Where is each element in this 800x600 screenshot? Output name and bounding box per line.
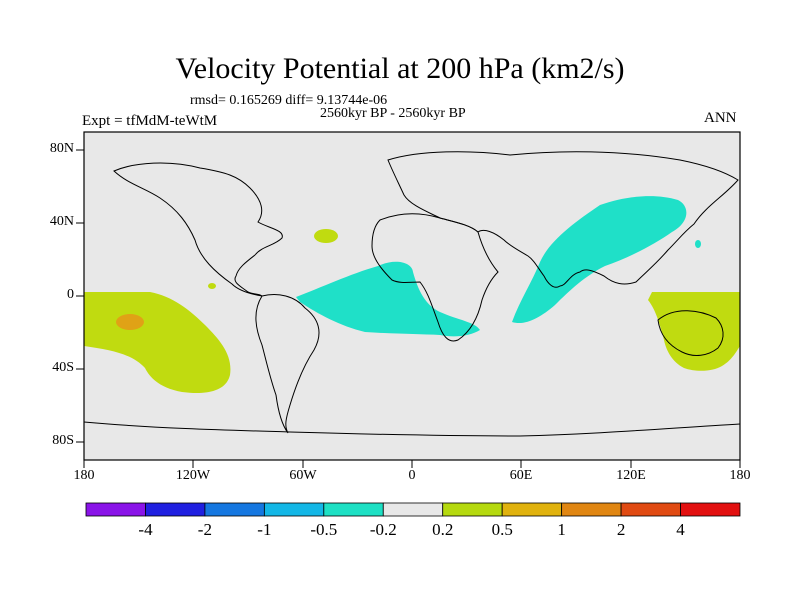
period-label: 2560kyr BP - 2560kyr BP (320, 106, 466, 121)
lon-label-180e: 180 (729, 468, 751, 483)
colorbar-label: 0.2 (432, 520, 454, 539)
coastlines (83, 151, 741, 437)
colorbar-label: 4 (676, 520, 685, 539)
lon-label-180w: 180 (73, 468, 95, 483)
colorbar-box (501, 502, 563, 517)
australia-coast (657, 310, 724, 356)
chart-title: Velocity Potential at 200 hPa (km2/s) (175, 52, 625, 85)
lon-label-60e: 60E (509, 468, 533, 483)
colorbar-box (680, 502, 741, 517)
colorbar-label: -4 (138, 520, 153, 539)
stats-line: rmsd= 0.165269 diff= 9.13744e-06 (190, 93, 388, 108)
colorbar-label: -2 (197, 520, 212, 539)
lat-label-80s: 80S (52, 433, 74, 448)
colorbar-box (263, 502, 325, 517)
colorbar-box (85, 502, 146, 517)
colorbar-box (561, 502, 622, 517)
negative-anomaly-regions (296, 196, 701, 337)
atlantic-africa-region (296, 261, 480, 337)
lon-label-0: 0 (408, 468, 416, 483)
north-america-coast (113, 162, 283, 297)
colorbar-box (204, 502, 265, 517)
lat-label-40n: 40N (49, 214, 74, 229)
colorbar-label: 1 (557, 520, 566, 539)
eurasia-coast (387, 151, 739, 288)
lon-label-60w: 60W (289, 468, 317, 483)
small-pacific-region (208, 283, 216, 289)
colorbar-label: -0.5 (310, 520, 338, 539)
colorbar-box (323, 502, 384, 517)
colorbar (85, 502, 741, 517)
lat-label-0: 0 (67, 287, 74, 302)
colorbar-box (620, 502, 681, 517)
colorbar-box (442, 502, 503, 517)
lat-label-40s: 40S (52, 360, 74, 375)
indian-ocean-asia-region (512, 196, 687, 324)
colorbar-label: 0.5 (491, 520, 513, 539)
lon-label-120w: 120W (175, 468, 211, 483)
west-pacific-region (648, 292, 740, 371)
colorbar-label: -0.2 (369, 520, 397, 539)
season-label: ANN (704, 110, 737, 126)
antarctica-coast (83, 421, 741, 437)
colorbar-box (382, 502, 444, 517)
colorbar-box (145, 502, 206, 517)
lat-label-80n: 80N (49, 141, 74, 156)
orange-anomaly-region (116, 314, 144, 330)
lat-ticks (76, 149, 84, 443)
lon-label-120e: 120E (616, 468, 646, 483)
lon-ticks (83, 460, 741, 468)
colorbar-label: 2 (616, 520, 626, 539)
south-america-coast (255, 294, 320, 434)
north-atlantic-region (314, 229, 338, 243)
experiment-label: Expt = tfMdM-teWtM (82, 113, 218, 129)
colorbar-label: -1 (257, 520, 272, 539)
pacific-small-region (695, 240, 701, 248)
